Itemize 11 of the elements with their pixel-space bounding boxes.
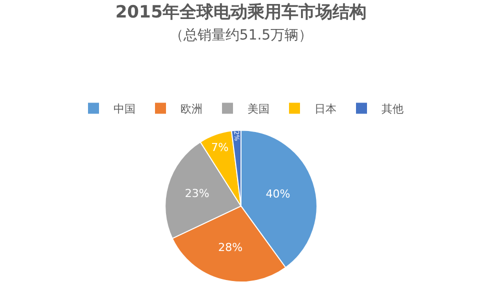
legend-label: 欧洲: [180, 102, 202, 116]
legend-label: 中国: [114, 102, 136, 116]
data-label: 7%: [211, 140, 229, 154]
data-label: 28%: [218, 241, 243, 254]
legend-label: 其他: [382, 102, 404, 116]
data-label: 23%: [184, 186, 210, 200]
legend-label: 日本: [314, 102, 336, 116]
data-label: 40%: [266, 188, 290, 201]
chart-subtitle: （总销量约51.5万辆）: [169, 28, 313, 44]
chart-title: 2015年全球电动乘用车市场结构: [115, 2, 367, 22]
legend-label: 美国: [248, 102, 270, 116]
